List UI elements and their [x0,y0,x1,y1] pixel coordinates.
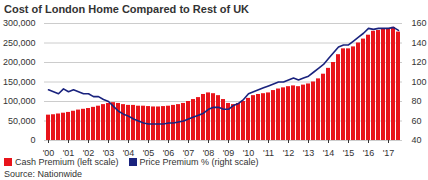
svg-text:'02: '02 [83,148,95,156]
svg-text:100: 100 [412,77,427,87]
svg-text:150,000: 150,000 [3,77,36,87]
svg-text:'08: '08 [203,148,215,156]
svg-text:'17: '17 [383,148,395,156]
html-text:Cash Premium (left scale): Cash Premium (left scale) [15,157,119,167]
html-text:Cost of London Home Compared t: Cost of London Home Compared to Rest of … [4,3,249,15]
svg-text:80: 80 [412,96,422,106]
svg-text:0: 0 [30,135,35,145]
svg-text:300,000: 300,000 [3,18,36,28]
svg-text:'13: '13 [303,148,315,156]
svg-text:100,000: 100,000 [3,96,36,106]
svg-text:'16: '16 [363,148,375,156]
svg-text:'09: '09 [223,148,235,156]
svg-text:120: 120 [412,57,427,67]
svg-text:'00: '00 [43,148,55,156]
svg-text:250,000: 250,000 [3,38,36,48]
svg-text:'03: '03 [103,148,115,156]
svg-text:'07: '07 [183,148,195,156]
svg-text:40: 40 [412,135,422,145]
svg-text:'05: '05 [143,148,155,156]
svg-text:'12: '12 [283,148,295,156]
svg-text:140: 140 [412,38,427,48]
svg-text:'01: '01 [63,148,75,156]
svg-text:'04: '04 [123,148,135,156]
svg-text:'14: '14 [323,148,335,156]
svg-text:60: 60 [412,116,422,126]
svg-text:200,000: 200,000 [3,57,36,67]
svg-text:'15: '15 [343,148,355,156]
svg-text:'06: '06 [163,148,175,156]
svg-text:50,000: 50,000 [8,116,36,126]
html-text:Price Premium % (right scale): Price Premium % (right scale) [139,157,259,167]
svg-text:'11: '11 [263,148,274,156]
html-text:Source: Nationwide: Source: Nationwide [4,169,82,179]
svg-text:160: 160 [412,18,427,28]
svg-text:'10: '10 [243,148,255,156]
